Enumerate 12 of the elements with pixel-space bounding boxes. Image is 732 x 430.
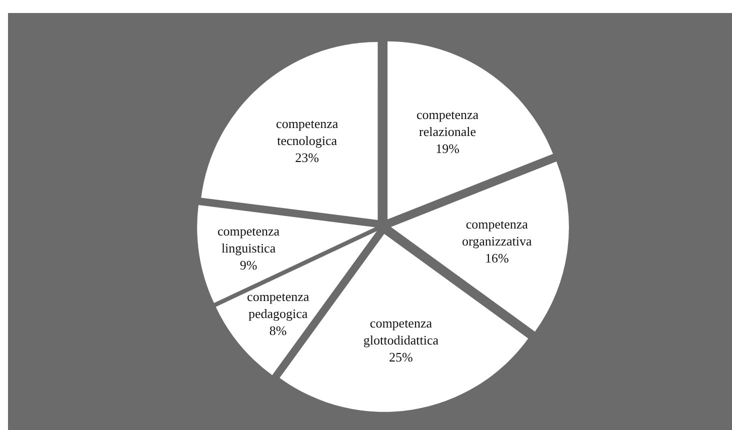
slice-label: competenza glottodidattica: [363, 315, 439, 348]
data-label: 23%: [295, 150, 320, 165]
slice-label: competenza pedagogica: [247, 288, 310, 321]
data-label: 19%: [436, 141, 460, 156]
slice-label: competenza linguistica: [217, 223, 280, 256]
data-label: 16%: [484, 250, 509, 266]
slice-label: competenza organizzativa: [462, 216, 532, 248]
data-label: 8%: [269, 322, 287, 338]
data-label: 25%: [389, 349, 414, 364]
slice-label: competenza tecnologica: [276, 116, 338, 148]
slice-label: competenza relazionale: [416, 107, 479, 140]
data-label: 9%: [240, 257, 258, 272]
